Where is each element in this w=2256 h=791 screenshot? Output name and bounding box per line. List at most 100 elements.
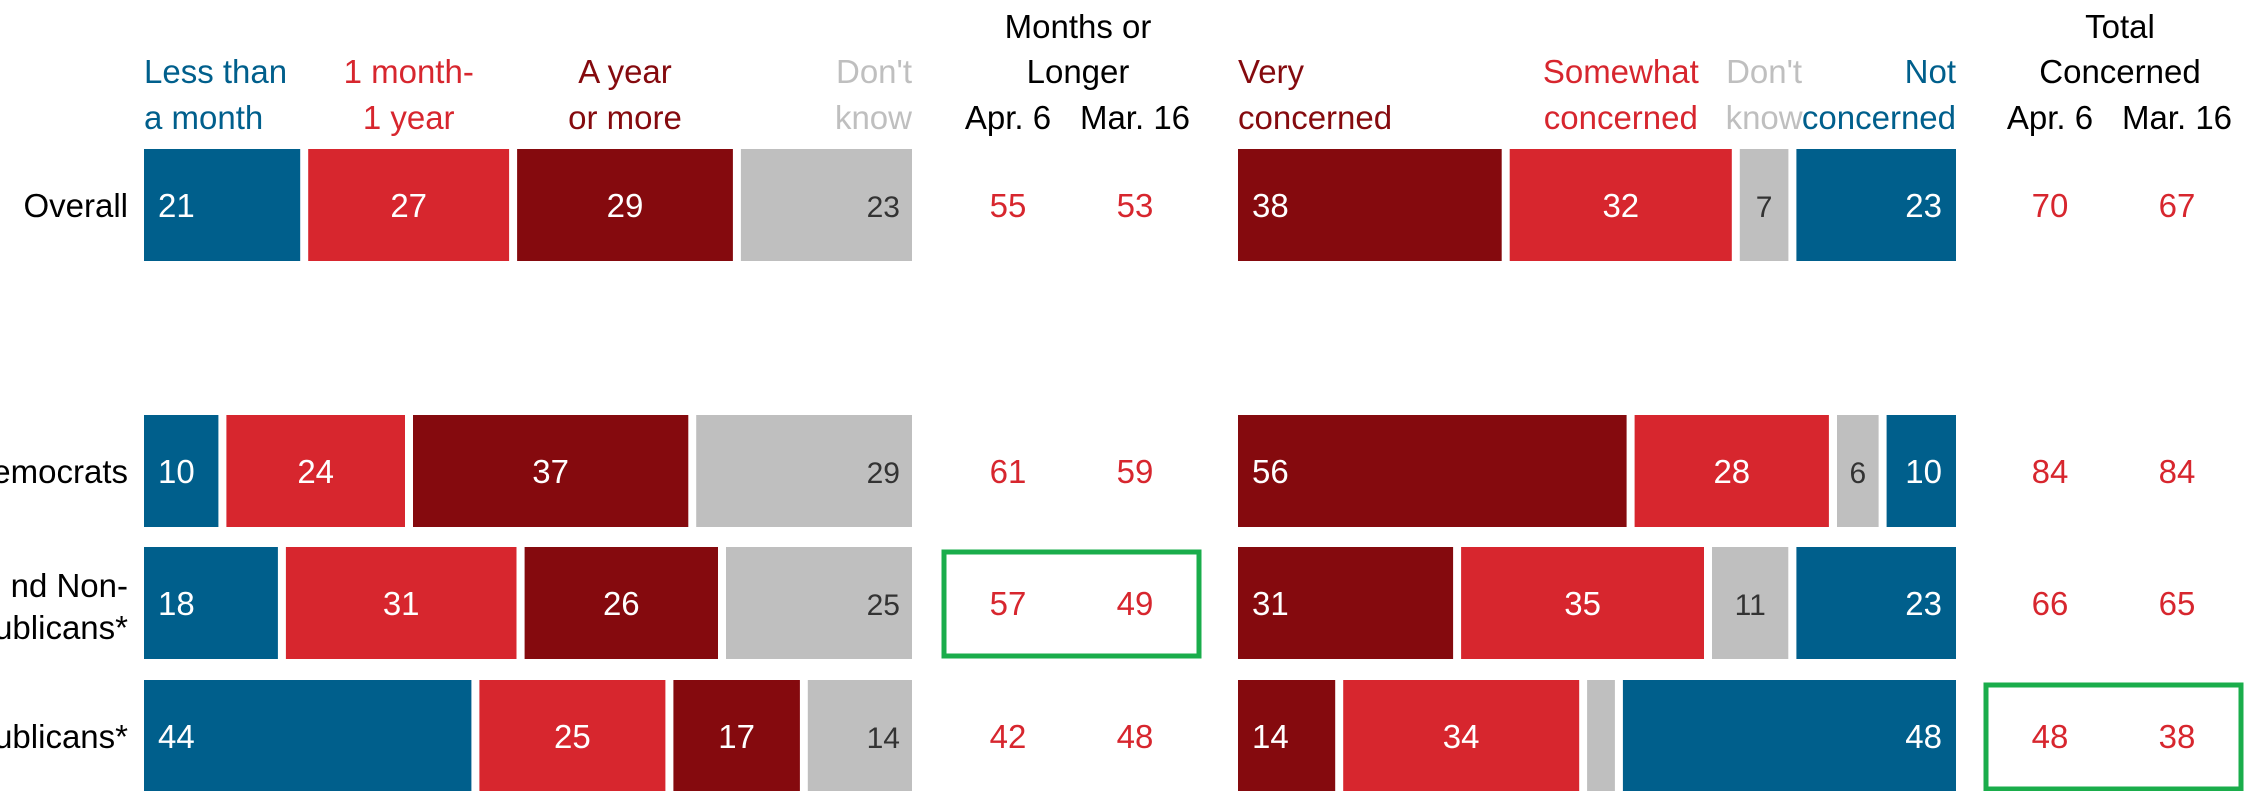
duration-bar-independents-and-non-republicans-less-than-a-month — [144, 547, 278, 659]
row-label-independents-and-non-republicans-line1: nd Non- — [11, 567, 128, 604]
concern-bars: 38 32 7 23 56 28 6 10 31 35 11 23 14 34 48 — [1238, 149, 1956, 791]
concern-label-independents-and-non-republicans-not-concerned: 23 — [1905, 585, 1942, 622]
concern-bar-republicans-very-concerned — [1238, 680, 1336, 791]
duration-label-democrats-a-year-or-more: 37 — [532, 453, 569, 490]
concern-label-republicans-very-concerned: 14 — [1252, 718, 1289, 755]
concern-label-independents-and-non-republicans-don-t-know: 11 — [1735, 589, 1766, 622]
duration-bar-democrats-less-than-a-month — [144, 415, 219, 527]
months-or-longer-value-4-mar-16: 48 — [1117, 718, 1154, 755]
duration-bar-democrats-1-month-1-year — [226, 415, 405, 527]
months-or-longer-highlight-box — [941, 549, 1202, 659]
concern-bar-overall-somewhat-concerned — [1509, 149, 1732, 261]
concern-label-republicans-not-concerned: 48 — [1905, 718, 1942, 755]
months-or-longer-value-4-apr-6: 42 — [990, 718, 1027, 755]
duration-legend-3-line2: or more — [568, 99, 682, 136]
duration-label-independents-and-non-republicans-don-t-know: 25 — [867, 589, 900, 622]
duration-label-republicans-a-year-or-more: 17 — [718, 718, 755, 755]
concern-label-independents-and-non-republicans-very-concerned: 31 — [1252, 585, 1289, 622]
duration-bar-republicans-a-year-or-more — [673, 680, 800, 791]
months-or-longer-value-3-apr-6: 57 — [990, 585, 1027, 622]
concern-bar-democrats-not-concerned — [1886, 415, 1956, 527]
duration-label-overall-less-than-a-month: 21 — [158, 187, 195, 224]
concern-label-independents-and-non-republicans-somewhat-concerned: 35 — [1564, 585, 1601, 622]
duration-legend-2-line1: 1 month- — [344, 53, 474, 90]
row-label-republicans: ublicans* — [0, 718, 128, 755]
total-concerned-col-mar-16: Mar. 16 — [2122, 99, 2232, 136]
concern-label-overall-somewhat-concerned: 32 — [1602, 187, 1639, 224]
duration-bar-republicans-don-t-know — [807, 680, 912, 791]
total-concerned-value-3-apr-6: 66 — [2032, 585, 2069, 622]
duration-label-overall-1-month-1-year: 27 — [390, 187, 427, 224]
total-concerned-value-4-mar-16: 38 — [2159, 718, 2196, 755]
duration-bar-republicans-1-month-1-year — [479, 680, 666, 791]
duration-label-republicans-don-t-know: 14 — [867, 722, 900, 755]
concern-bar-independents-and-non-republicans-very-concerned — [1238, 547, 1454, 659]
duration-bars: 21 27 29 23 10 24 37 29 18 31 26 25 44 25 17 14 — [144, 149, 912, 791]
concern-label-democrats-don-t-know: 6 — [1849, 457, 1866, 490]
concern-label-republicans-somewhat-concerned: 34 — [1443, 718, 1480, 755]
duration-bar-independents-and-non-republicans-a-year-or-more — [524, 547, 718, 659]
duration-legend-4-line2: know — [835, 99, 912, 136]
total-concerned-value-3-mar-16: 65 — [2159, 585, 2196, 622]
row-label-independents-and-non-republicans-line2: ublicans* — [0, 609, 128, 646]
concern-bar-overall-very-concerned — [1238, 149, 1502, 261]
concern-legend-1-line1: Very — [1238, 53, 1305, 90]
concern-bar-independents-and-non-republicans-not-concerned — [1796, 547, 1956, 659]
concern-bar-democrats-very-concerned — [1238, 415, 1627, 527]
concern-label-overall-don-t-know: 7 — [1756, 191, 1773, 224]
concern-bar-democrats-don-t-know — [1837, 415, 1879, 527]
total-concerned-table: Total Concerned Apr. 6 Mar. 16 70 67 84 84 66 65 4… — [1983, 8, 2244, 791]
row-label-democrats: emocrats — [0, 453, 128, 490]
duration-bar-democrats-don-t-know — [696, 415, 912, 527]
duration-legend-2-line2: 1 year — [363, 99, 455, 136]
total-concerned-value-1-apr-6: 70 — [2032, 187, 2069, 224]
months-or-longer-title-line1: Months or — [1005, 8, 1152, 45]
duration-label-overall-don-t-know: 23 — [867, 191, 900, 224]
total-concerned-value-2-mar-16: 84 — [2159, 453, 2196, 490]
total-concerned-title-line1: Total — [2085, 8, 2155, 45]
months-or-longer-col-mar-16: Mar. 16 — [1080, 99, 1190, 136]
duration-label-independents-and-non-republicans-a-year-or-more: 26 — [603, 585, 640, 622]
concern-legend-3-line2: know — [1726, 99, 1803, 136]
months-or-longer-table: Months or Longer Apr. 6 Mar. 16 55 53 61 59 57 49… — [941, 8, 1202, 755]
row-labels: Overall emocrats nd Non-ublicans* ublicans* — [0, 187, 128, 755]
concern-bar-independents-and-non-republicans-don-t-know — [1712, 547, 1789, 659]
duration-label-independents-and-non-republicans-1-month-1-year: 31 — [383, 585, 420, 622]
total-concerned-title-line2: Concerned — [2039, 53, 2200, 90]
concern-bar-overall-not-concerned — [1796, 149, 1956, 261]
duration-label-democrats-less-than-a-month: 10 — [158, 453, 195, 490]
duration-label-democrats-don-t-know: 29 — [867, 457, 900, 490]
total-concerned-value-4-apr-6: 48 — [2032, 718, 2069, 755]
duration-bar-republicans-less-than-a-month — [144, 680, 472, 791]
duration-bar-overall-1-month-1-year — [308, 149, 510, 261]
duration-label-overall-a-year-or-more: 29 — [607, 187, 644, 224]
months-or-longer-title-line2: Longer — [1027, 53, 1130, 90]
concern-label-overall-very-concerned: 38 — [1252, 187, 1289, 224]
duration-legend-1-line1: Less than — [144, 53, 287, 90]
duration-legend-1-line2: a month — [144, 99, 263, 136]
concern-legend-3-line1: Don't — [1726, 53, 1802, 90]
months-or-longer-value-1-apr-6: 55 — [990, 187, 1027, 224]
concern-bar-republicans-somewhat-concerned — [1343, 680, 1580, 791]
duration-label-republicans-less-than-a-month: 44 — [158, 718, 195, 755]
total-concerned-col-apr-6: Apr. 6 — [2007, 99, 2093, 136]
total-concerned-value-2-apr-6: 84 — [2032, 453, 2069, 490]
concern-label-democrats-very-concerned: 56 — [1252, 453, 1289, 490]
concern-legend: VeryconcernedSomewhatconcernedDon'tknowN… — [1238, 53, 1956, 136]
duration-legend-4-line1: Don't — [836, 53, 912, 90]
duration-bar-overall-don-t-know — [740, 149, 912, 261]
concern-legend-4-line2: concerned — [1802, 99, 1956, 136]
row-label-overall: Overall — [23, 187, 128, 224]
total-concerned-value-1-mar-16: 67 — [2159, 187, 2196, 224]
concern-bar-independents-and-non-republicans-somewhat-concerned — [1461, 547, 1704, 659]
concern-bar-democrats-somewhat-concerned — [1634, 415, 1829, 527]
months-or-longer-value-3-mar-16: 49 — [1117, 585, 1154, 622]
months-or-longer-value-1-mar-16: 53 — [1117, 187, 1154, 224]
concern-bar-overall-don-t-know — [1739, 149, 1789, 261]
concern-legend-1-line2: concerned — [1238, 99, 1392, 136]
concern-label-overall-not-concerned: 23 — [1905, 187, 1942, 224]
concern-legend-2-line2: concerned — [1544, 99, 1698, 136]
duration-legend: Less than a month 1 month- 1 year A year or m… — [144, 53, 912, 136]
months-or-longer-value-2-apr-6: 61 — [990, 453, 1027, 490]
